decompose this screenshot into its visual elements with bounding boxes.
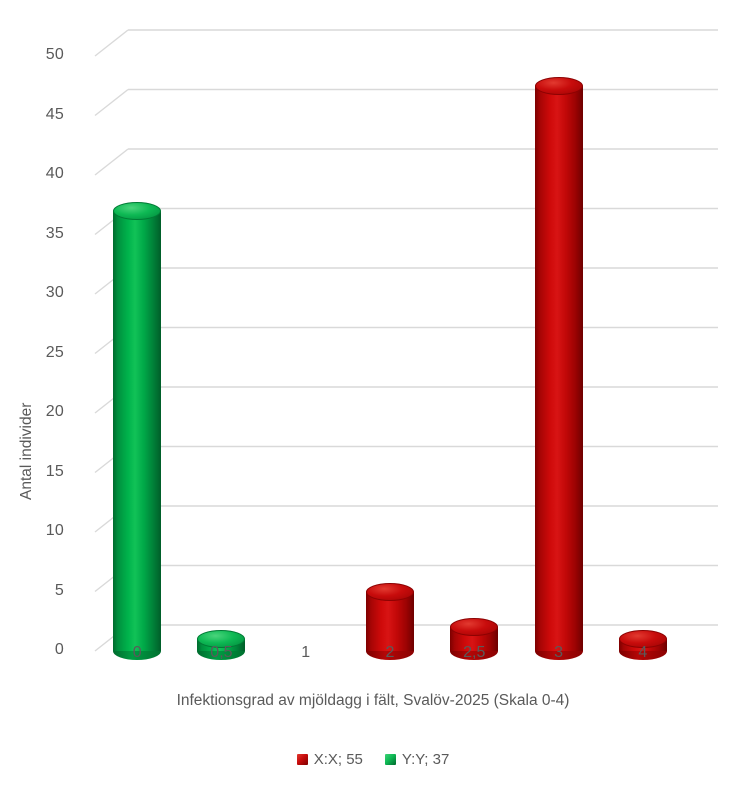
y-axis-tick-label: 15 [45, 462, 64, 480]
y-axis-tick-label: 5 [54, 581, 64, 599]
x-axis-tick-label: 0,5 [210, 644, 233, 661]
y-axis-tick-label: 25 [45, 343, 64, 361]
legend-swatch-green [384, 754, 396, 765]
bar-top-ellipse [366, 582, 414, 601]
x-axis-tick-label: 2 [385, 644, 395, 661]
x-axis-tick-label: 4 [638, 644, 648, 661]
bar-top-ellipse [197, 630, 246, 649]
x-axis-title: Infektionsgrad av mjöldagg i fält, Svalö… [176, 692, 570, 709]
legend-item[interactable]: Y:Y; 37 [384, 751, 450, 768]
chart-legend: X:X; 55 Y:Y; 37 [0, 751, 746, 768]
bar-red-6[interactable] [618, 630, 667, 660]
gridline-depth [94, 148, 129, 176]
x-axis-tick-label: 1 [301, 644, 311, 661]
bar-body [113, 210, 162, 651]
x-axis-tick-label: 3 [554, 644, 564, 661]
bar-red-4[interactable] [450, 618, 499, 660]
bar-body [534, 85, 583, 651]
y-axis-tick-label: 40 [45, 165, 64, 182]
y-axis-tick-label: 45 [45, 105, 64, 123]
y-axis-tick-label: 35 [45, 224, 64, 242]
bar-top-ellipse [450, 618, 499, 637]
bar-top-ellipse [113, 201, 162, 220]
bar-body [366, 591, 414, 651]
x-axis-tick-label: 0 [132, 644, 142, 661]
y-axis-title: Antal individer [18, 402, 35, 500]
legend-swatch-red [296, 754, 308, 765]
y-axis-tick-label: 10 [45, 522, 64, 539]
legend-label: Y:Y; 37 [401, 751, 450, 768]
bar-red-5[interactable] [534, 76, 583, 660]
bar-green-0[interactable] [113, 201, 162, 660]
legend-item[interactable]: X:X; 55 [296, 751, 363, 768]
bar-red-3[interactable] [366, 582, 414, 660]
x-axis-tick-label: 2,5 [463, 644, 486, 661]
bar-top-ellipse [534, 76, 583, 95]
gridline-depth [94, 29, 129, 57]
gridline-depth [94, 88, 129, 117]
bar-green-1[interactable] [197, 630, 246, 660]
legend-label: X:X; 55 [313, 751, 363, 768]
y-axis-tick-label: 30 [45, 284, 64, 301]
y-axis-tick-label: 50 [45, 46, 64, 63]
y-axis-tick-label: 0 [54, 641, 64, 658]
y-axis-tick-label: 20 [45, 403, 64, 420]
bar-top-ellipse [618, 630, 667, 649]
